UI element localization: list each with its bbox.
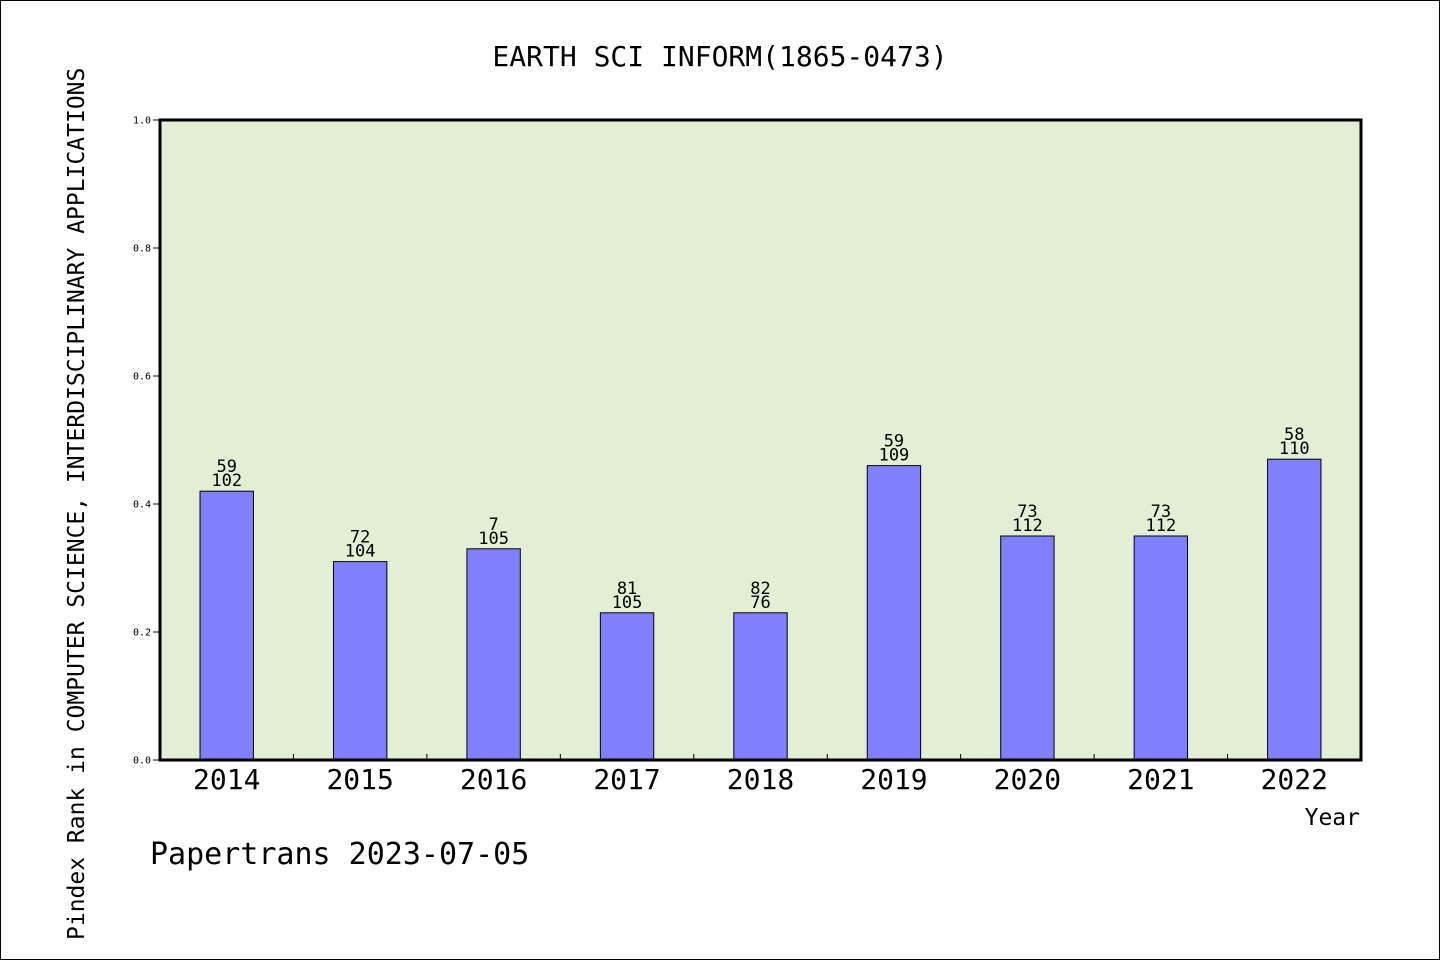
bars-group <box>199 458 1322 761</box>
data-label-top-2021: 73 <box>1151 502 1171 522</box>
bar-2018 <box>733 612 788 761</box>
y-tick-label: 1.0 <box>133 116 151 127</box>
data-label-bottom-2020: 112 <box>1012 516 1043 536</box>
x-tick-label: 2014 <box>193 763 260 796</box>
data-label-top-2017: 81 <box>617 579 637 599</box>
y-tick-label: 0.8 <box>133 244 151 255</box>
x-tick-label: 2020 <box>994 763 1061 796</box>
data-label-top-2018: 82 <box>750 579 770 599</box>
data-label-top-2016: 7 <box>488 515 498 535</box>
x-tick-label: 2015 <box>326 763 393 796</box>
x-tick-label: 2017 <box>593 763 660 796</box>
x-axis-label: Year <box>1305 805 1360 831</box>
y-tick-label: 0.2 <box>133 628 151 639</box>
data-label-bottom-2015: 104 <box>345 542 376 562</box>
bar-2020 <box>1000 535 1055 761</box>
y-tick-label: 0.4 <box>133 500 151 511</box>
data-label-bottom-2018: 76 <box>750 593 770 613</box>
chart-title: EARTH SCI INFORM(1865-0473) <box>492 40 947 73</box>
y-axis-label: Pindex Rank in COMPUTER SCIENCE, INTERDI… <box>64 68 90 940</box>
data-label-top-2020: 73 <box>1017 502 1037 522</box>
credit-text: Papertrans 2023-07-05 <box>150 837 529 872</box>
data-label-bottom-2021: 112 <box>1145 516 1176 536</box>
data-label-top-2019: 59 <box>884 432 904 452</box>
y-tick-label: 0.0 <box>133 756 151 767</box>
x-tick-label: 2022 <box>1261 763 1328 796</box>
data-label-top-2015: 72 <box>350 528 370 548</box>
bar-2021 <box>1133 535 1189 761</box>
data-label-bottom-2019: 109 <box>879 446 910 466</box>
data-label-top-2022: 58 <box>1284 425 1304 445</box>
x-tick-label: 2019 <box>860 763 927 796</box>
data-label-bottom-2016: 105 <box>478 529 509 549</box>
data-label-bottom-2022: 110 <box>1279 439 1310 459</box>
bar-2014 <box>199 490 254 761</box>
bar-2016 <box>466 548 521 761</box>
data-label-bottom-2014: 102 <box>211 471 242 491</box>
plot-frame <box>158 118 1363 762</box>
y-tick-label: 0.6 <box>133 372 151 383</box>
data-labels-group: 5910272104710581105827659109731127311258… <box>211 425 1309 613</box>
data-label-bottom-2017: 105 <box>612 593 643 613</box>
bar-2015 <box>332 561 388 761</box>
x-axis: 2014 2015 2016 2017 2018 2019 2020 2021 2022 <box>193 754 1328 796</box>
x-tick-label: 2016 <box>460 763 527 796</box>
x-tick-label: 2021 <box>1127 763 1194 796</box>
bar-2022 <box>1267 458 1322 761</box>
x-tick-label: 2018 <box>727 763 794 796</box>
data-label-top-2014: 59 <box>216 457 236 477</box>
bar-2019 <box>866 465 922 761</box>
bar-2017 <box>599 612 655 761</box>
